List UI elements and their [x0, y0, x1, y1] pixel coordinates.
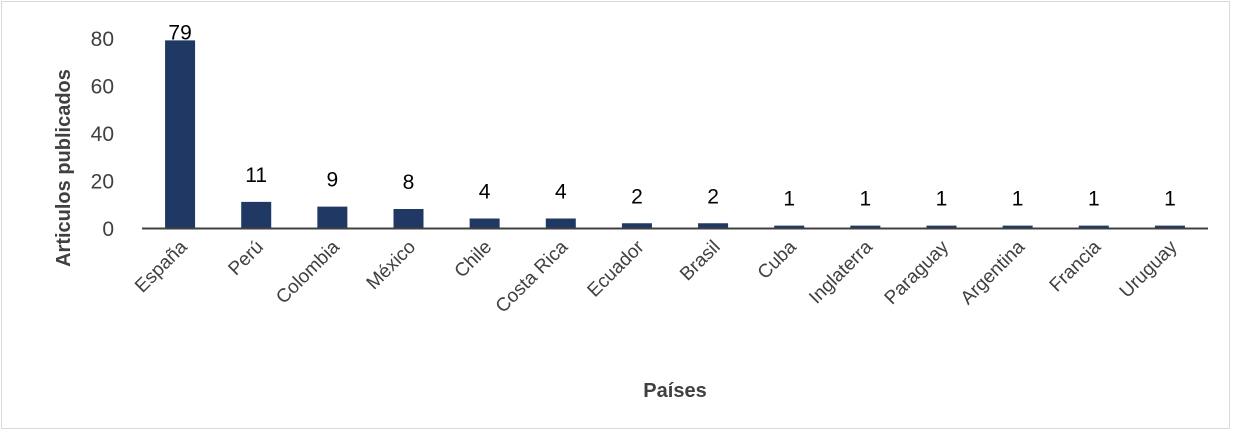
data-label: 9: [327, 169, 339, 192]
bar: [317, 206, 348, 228]
x-axis-title: Países: [643, 380, 706, 402]
bar: [545, 218, 576, 228]
x-tick-label: Uruguay: [1116, 236, 1182, 302]
y-tick-label: 80: [91, 28, 114, 51]
x-tick-label: Costa Rica: [492, 236, 573, 317]
y-tick-label: 20: [91, 171, 114, 194]
bar: [774, 225, 805, 228]
x-tick-label: Paraguay: [881, 236, 954, 309]
y-tick-label: 0: [102, 218, 114, 241]
x-tick-label: España: [131, 236, 192, 297]
bar: [165, 40, 196, 228]
x-tick-label: Colombia: [272, 236, 344, 308]
y-tick-label: 40: [91, 123, 114, 146]
x-tick-label: Ecuador: [584, 236, 649, 301]
x-tick-label: México: [363, 237, 420, 294]
data-label: 1: [1088, 188, 1100, 211]
bar: [850, 225, 881, 228]
bar: [241, 201, 272, 228]
bars: [165, 40, 1185, 228]
y-tick-label: 60: [91, 76, 114, 99]
x-tick-label: Brasil: [676, 237, 724, 285]
data-label: 4: [479, 181, 491, 204]
data-label: 2: [631, 185, 643, 208]
x-tick-label: Argentina: [957, 236, 1030, 309]
bar: [621, 223, 652, 228]
data-label: 1: [936, 188, 948, 211]
bar: [698, 223, 729, 228]
y-axis-title: Articulos publicados: [53, 69, 75, 267]
data-label: 2: [707, 185, 719, 208]
data-label: 1: [1164, 188, 1176, 211]
bar: [1154, 225, 1185, 228]
data-label: 79: [168, 21, 191, 44]
data-label: 4: [555, 181, 567, 204]
data-label: 11: [245, 164, 267, 187]
data-label: 8: [403, 171, 415, 194]
bar: [393, 209, 424, 228]
bar: [926, 225, 957, 228]
data-label: 1: [860, 188, 872, 211]
y-axis-ticks: 0 20 40 60 80: [91, 28, 114, 241]
x-tick-label: Inglaterra: [805, 236, 877, 308]
x-tick-label: Chile: [451, 237, 496, 282]
x-tick-label: Perú: [225, 237, 268, 280]
data-label: 1: [1012, 188, 1024, 211]
bar: [1002, 225, 1033, 228]
bar: [1078, 225, 1109, 228]
bar: [469, 218, 500, 228]
x-tick-label: Cuba: [754, 236, 801, 283]
data-label: 1: [783, 188, 795, 211]
x-tick-label: Francia: [1046, 236, 1106, 296]
